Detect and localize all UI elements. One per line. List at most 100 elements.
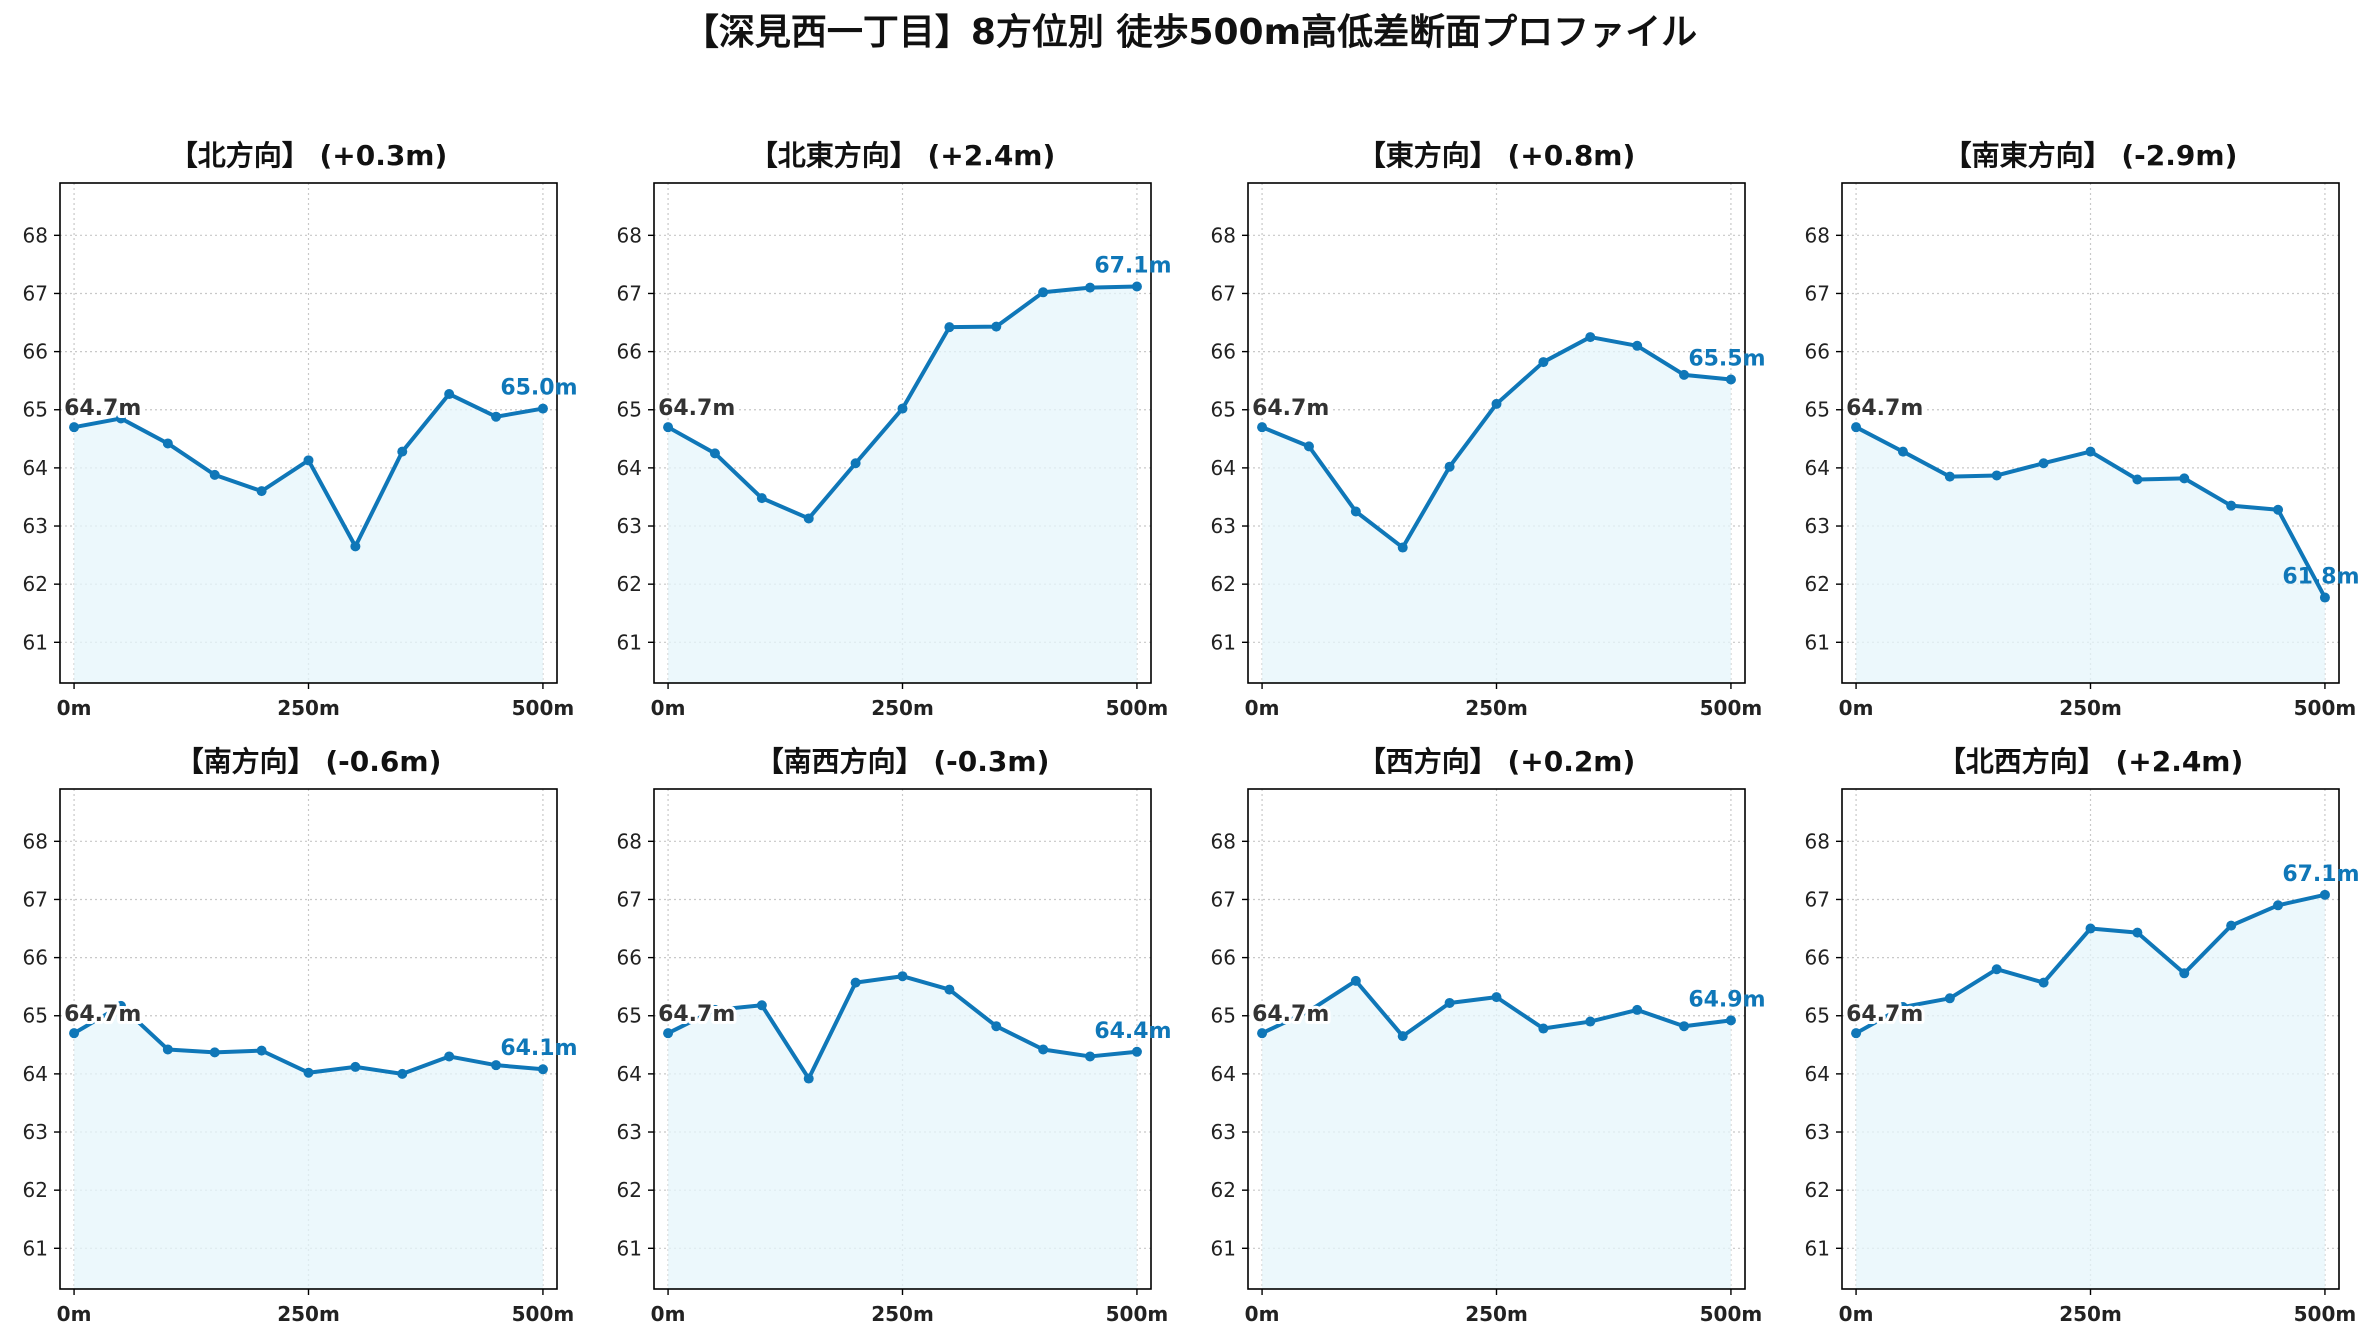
y-tick-label: 65	[617, 398, 642, 422]
data-point	[2038, 977, 2049, 988]
data-point	[2179, 968, 2190, 979]
y-tick-label: 66	[1805, 340, 1830, 364]
y-tick-label: 64	[617, 456, 642, 480]
data-point	[944, 322, 955, 333]
data-point	[1679, 1021, 1690, 1032]
x-tick-label: 0m	[1245, 1302, 1280, 1326]
y-tick-label: 61	[23, 630, 48, 654]
data-point	[115, 1000, 126, 1011]
data-point	[1350, 975, 1361, 986]
y-tick-label: 67	[1805, 281, 1830, 305]
data-point	[756, 493, 767, 504]
x-tick-label: 250m	[277, 1302, 340, 1326]
data-point	[491, 411, 502, 422]
data-point	[756, 1000, 767, 1011]
y-tick-label: 62	[1805, 1178, 1830, 1202]
data-point	[69, 1028, 80, 1039]
data-point	[1585, 332, 1596, 343]
data-point	[1944, 993, 1955, 1004]
data-point	[1350, 506, 1361, 517]
y-tick-label: 63	[1211, 514, 1236, 538]
profile-area	[74, 1005, 543, 1289]
data-point	[303, 455, 314, 466]
data-point	[2226, 500, 2237, 511]
data-point	[1085, 282, 1096, 293]
data-point	[209, 1047, 220, 1058]
y-tick-label: 63	[23, 514, 48, 538]
y-tick-label: 64	[23, 456, 48, 480]
y-tick-label: 68	[617, 223, 642, 247]
data-point	[162, 1044, 173, 1055]
chart-panel: 61 62 63 64 65 66 67 68 0m 250m 500m 【南東方向】 (-2.9m)…	[1805, 139, 2360, 720]
data-point	[2179, 473, 2190, 484]
data-point	[709, 448, 720, 459]
chart-panel: 61 62 63 64 65 66 67 68 0m 250m 500m 【東方向】 (+0.8m) 6…	[1211, 139, 1766, 720]
data-point	[1897, 1002, 1908, 1013]
data-point	[537, 1064, 548, 1075]
x-tick-label: 500m	[512, 1302, 575, 1326]
profile-area	[1262, 337, 1731, 683]
data-point	[1131, 281, 1142, 292]
start-elevation-label: 64.7m	[1252, 396, 1329, 421]
x-tick-label: 0m	[57, 696, 92, 720]
y-tick-label: 64	[1211, 456, 1236, 480]
end-elevation-label: 65.5m	[1688, 347, 1765, 372]
y-tick-label: 62	[23, 572, 48, 596]
data-point	[897, 403, 908, 414]
data-point	[397, 1068, 408, 1079]
x-tick-label: 500m	[512, 696, 575, 720]
y-tick-label: 62	[23, 1178, 48, 1202]
x-tick-label: 0m	[1245, 696, 1280, 720]
profile-area	[1856, 894, 2325, 1289]
y-tick-label: 61	[1211, 630, 1236, 654]
y-tick-label: 61	[1805, 630, 1830, 654]
x-tick-label: 250m	[277, 696, 340, 720]
start-elevation-label: 64.7m	[64, 396, 141, 421]
data-point	[897, 971, 908, 982]
data-point	[2038, 458, 2049, 469]
y-tick-label: 68	[1211, 829, 1236, 853]
data-point	[1444, 997, 1455, 1008]
y-tick-label: 62	[1211, 1178, 1236, 1202]
data-point	[1538, 1023, 1549, 1034]
y-tick-label: 65	[23, 398, 48, 422]
data-point	[944, 984, 955, 995]
data-point	[1085, 1051, 1096, 1062]
end-elevation-label: 65.0m	[500, 376, 577, 401]
data-point	[1397, 1031, 1408, 1042]
x-tick-label: 500m	[1106, 1302, 1169, 1326]
profile-area	[1262, 980, 1731, 1289]
start-elevation-label: 64.7m	[1252, 1002, 1329, 1027]
y-tick-label: 65	[1805, 1004, 1830, 1028]
start-elevation-label: 64.7m	[658, 396, 735, 421]
y-tick-label: 66	[617, 946, 642, 970]
data-point	[663, 422, 674, 433]
data-point	[2273, 504, 2284, 515]
panel-title: 【西方向】 (+0.2m)	[1358, 745, 1636, 778]
x-tick-label: 0m	[1839, 696, 1874, 720]
y-tick-label: 64	[1805, 456, 1830, 480]
y-tick-label: 68	[1211, 223, 1236, 247]
data-point	[1725, 374, 1736, 385]
y-tick-label: 65	[1211, 1004, 1236, 1028]
y-tick-label: 64	[23, 1062, 48, 1086]
y-tick-label: 67	[1211, 281, 1236, 305]
data-point	[2319, 889, 2330, 900]
data-point	[1725, 1015, 1736, 1026]
data-point	[1257, 1028, 1268, 1039]
end-elevation-label: 67.1m	[1094, 253, 1171, 278]
x-tick-label: 0m	[57, 1302, 92, 1326]
x-tick-label: 250m	[871, 1302, 934, 1326]
profile-area	[668, 976, 1137, 1289]
chart-panel: 61 62 63 64 65 66 67 68 0m 250m 500m 【北東方向】 (+2.4m)…	[617, 139, 1172, 720]
profile-area	[1856, 427, 2325, 683]
data-point	[537, 403, 548, 414]
data-point	[2132, 474, 2143, 485]
data-point	[209, 469, 220, 480]
data-point	[444, 389, 455, 400]
data-point	[1038, 287, 1049, 298]
y-tick-label: 62	[617, 572, 642, 596]
data-point	[1397, 542, 1408, 553]
x-tick-label: 0m	[1839, 1302, 1874, 1326]
data-point	[2085, 446, 2096, 457]
